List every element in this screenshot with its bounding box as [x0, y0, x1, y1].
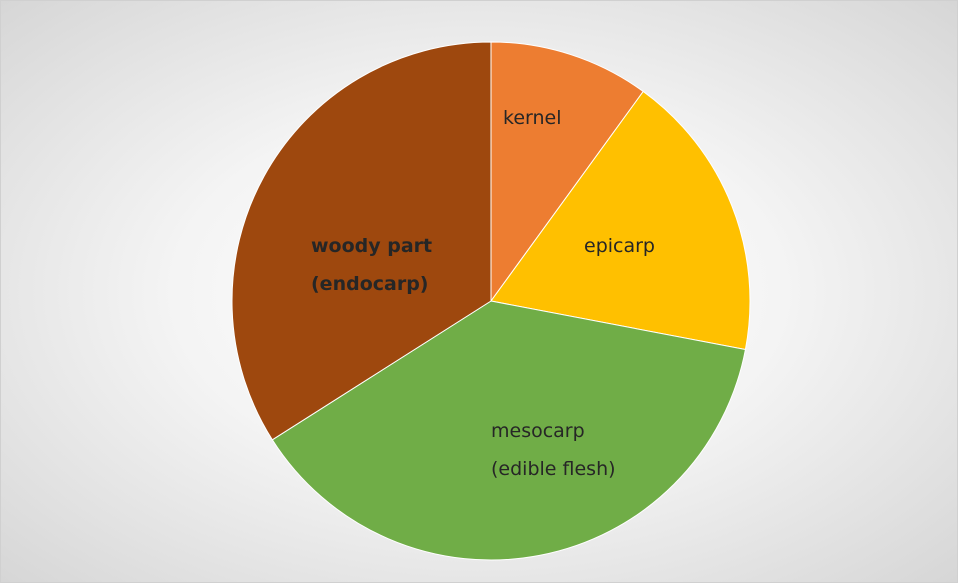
pie-slice: [271, 300, 746, 561]
slice-label: kernel: [503, 107, 562, 129]
slice-label: mesocarp (edible flesh): [491, 420, 616, 480]
pie-slice: [231, 41, 492, 441]
slice-label: woody part (endocarp): [311, 235, 433, 295]
pie-slice: [490, 90, 751, 351]
pie-slice: [490, 41, 644, 303]
slice-label: epicarp: [584, 235, 655, 257]
